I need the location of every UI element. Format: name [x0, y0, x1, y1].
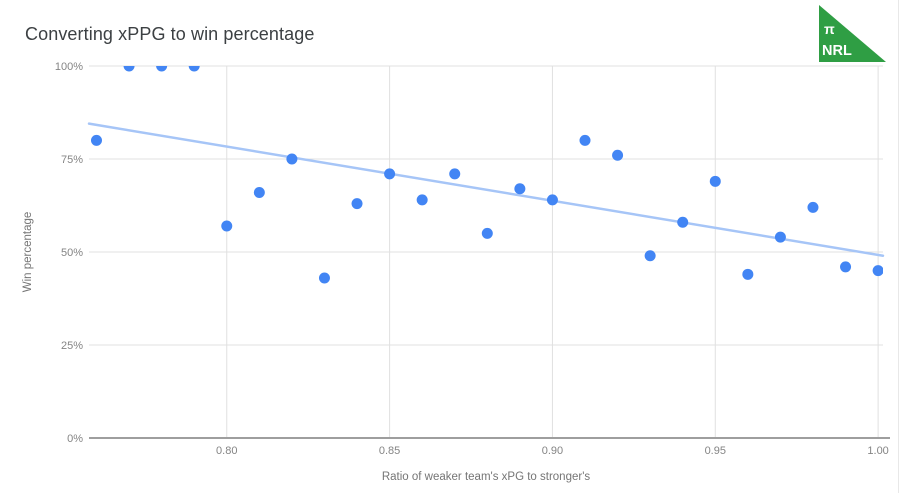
y-tick-label: 75% [61, 154, 83, 166]
x-axis-title: Ratio of weaker team's xPG to stronger's [382, 471, 591, 483]
data-point[interactable] [449, 168, 461, 180]
y-tick-label: 0% [67, 433, 83, 445]
logo-nrl-text: NRL [822, 43, 852, 59]
data-point[interactable] [253, 186, 265, 198]
data-point[interactable] [709, 175, 721, 187]
x-tick-label: 0.80 [216, 445, 237, 457]
data-point[interactable] [840, 261, 852, 273]
data-point[interactable] [90, 134, 102, 146]
trend-line [87, 122, 885, 257]
y-tick-label: 25% [61, 340, 83, 352]
chart-title: Converting xPPG to win percentage [25, 24, 315, 44]
y-tick-label: 100% [55, 61, 83, 73]
y-axis-title: Win percentage [22, 212, 34, 293]
data-point[interactable] [579, 134, 591, 146]
data-point[interactable] [156, 61, 168, 72]
data-point[interactable] [514, 183, 526, 195]
nrl-logo: π NRL [819, 5, 886, 62]
data-point[interactable] [807, 201, 819, 213]
x-tick-label: 0.95 [705, 445, 726, 457]
y-tick-label: 50% [61, 247, 83, 259]
x-tick-label: 0.90 [542, 445, 563, 457]
data-point[interactable] [774, 231, 786, 243]
data-point[interactable] [286, 153, 298, 165]
data-points [90, 61, 884, 284]
data-point[interactable] [481, 227, 493, 239]
data-point[interactable] [612, 149, 624, 161]
data-point[interactable] [677, 216, 689, 228]
data-point[interactable] [644, 250, 656, 262]
x-tick-label: 0.85 [379, 445, 400, 457]
data-point[interactable] [123, 61, 135, 72]
data-point[interactable] [221, 220, 233, 232]
data-point[interactable] [872, 265, 884, 277]
data-point[interactable] [416, 194, 428, 206]
data-point[interactable] [742, 268, 754, 280]
data-point[interactable] [384, 168, 396, 180]
data-point[interactable] [188, 61, 200, 72]
data-point[interactable] [318, 272, 330, 284]
data-point[interactable] [546, 194, 558, 206]
logo-pi-symbol: π [824, 21, 835, 37]
data-point[interactable] [351, 198, 363, 210]
x-tick-label: 1.00 [867, 445, 888, 457]
logo-triangle [819, 5, 886, 62]
